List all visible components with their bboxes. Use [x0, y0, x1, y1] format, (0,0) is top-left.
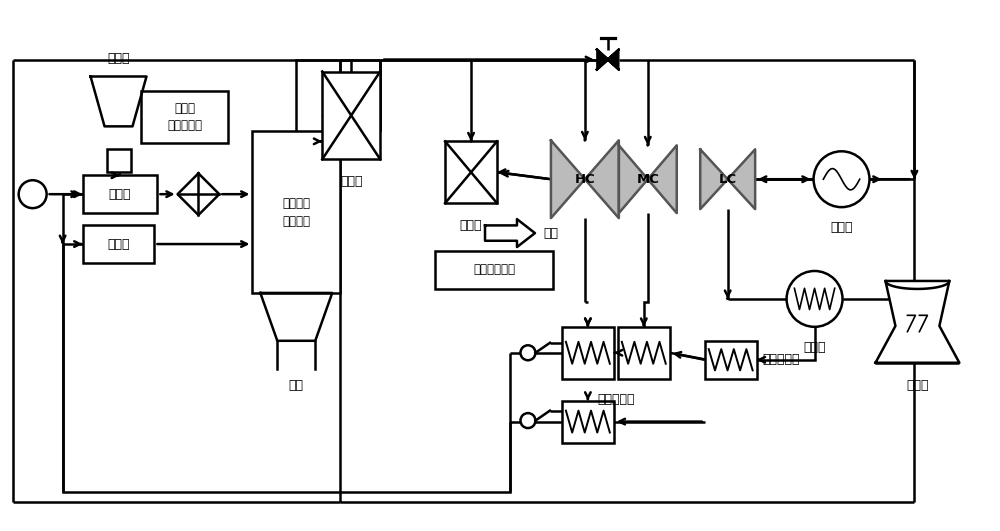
Polygon shape — [585, 140, 619, 218]
Polygon shape — [597, 49, 608, 70]
Circle shape — [520, 413, 535, 428]
Polygon shape — [619, 145, 648, 213]
Text: 冷凝器: 冷凝器 — [803, 341, 826, 354]
Text: 选投零号高加: 选投零号高加 — [473, 263, 515, 277]
Bar — [322, 72, 380, 159]
Text: 原煤斗: 原煤斗 — [107, 52, 130, 65]
Text: 低压加热器: 低压加热器 — [763, 353, 800, 366]
Circle shape — [787, 271, 843, 327]
Bar — [445, 141, 497, 203]
Text: 烟气: 烟气 — [543, 227, 558, 239]
Bar — [83, 175, 157, 213]
Polygon shape — [700, 149, 728, 209]
Polygon shape — [728, 149, 755, 209]
Text: 发电机: 发电机 — [830, 221, 853, 234]
Bar — [252, 131, 340, 293]
Polygon shape — [260, 293, 332, 341]
Bar — [140, 91, 228, 143]
Bar — [618, 327, 670, 379]
Text: HC: HC — [575, 173, 595, 186]
Text: 富氧清洁
稳燃技术: 富氧清洁 稳燃技术 — [282, 196, 310, 228]
Circle shape — [814, 151, 869, 207]
Text: 磨煤机: 磨煤机 — [109, 187, 131, 201]
Text: MC: MC — [636, 173, 659, 186]
Text: 省煤器: 省煤器 — [107, 237, 130, 251]
Text: LC: LC — [719, 173, 737, 186]
Polygon shape — [875, 281, 959, 363]
Text: 再热器: 再热器 — [460, 219, 482, 232]
Text: 冷却塔: 冷却塔 — [906, 379, 929, 392]
Circle shape — [19, 180, 47, 208]
Polygon shape — [648, 145, 677, 213]
Polygon shape — [551, 140, 585, 218]
Bar — [83, 225, 154, 263]
Bar — [562, 327, 614, 379]
Polygon shape — [485, 219, 535, 247]
Bar — [435, 251, 553, 289]
Polygon shape — [178, 173, 219, 215]
Polygon shape — [608, 49, 619, 70]
Polygon shape — [91, 76, 146, 126]
Bar — [705, 341, 757, 379]
Circle shape — [520, 345, 535, 360]
Bar — [562, 401, 614, 442]
Text: 改进的
动态分离器: 改进的 动态分离器 — [167, 102, 202, 132]
Bar — [107, 149, 131, 172]
Text: 高压加热器: 高压加热器 — [597, 392, 635, 406]
Text: 锅炉: 锅炉 — [289, 379, 304, 392]
Text: 过热器: 过热器 — [340, 175, 362, 188]
